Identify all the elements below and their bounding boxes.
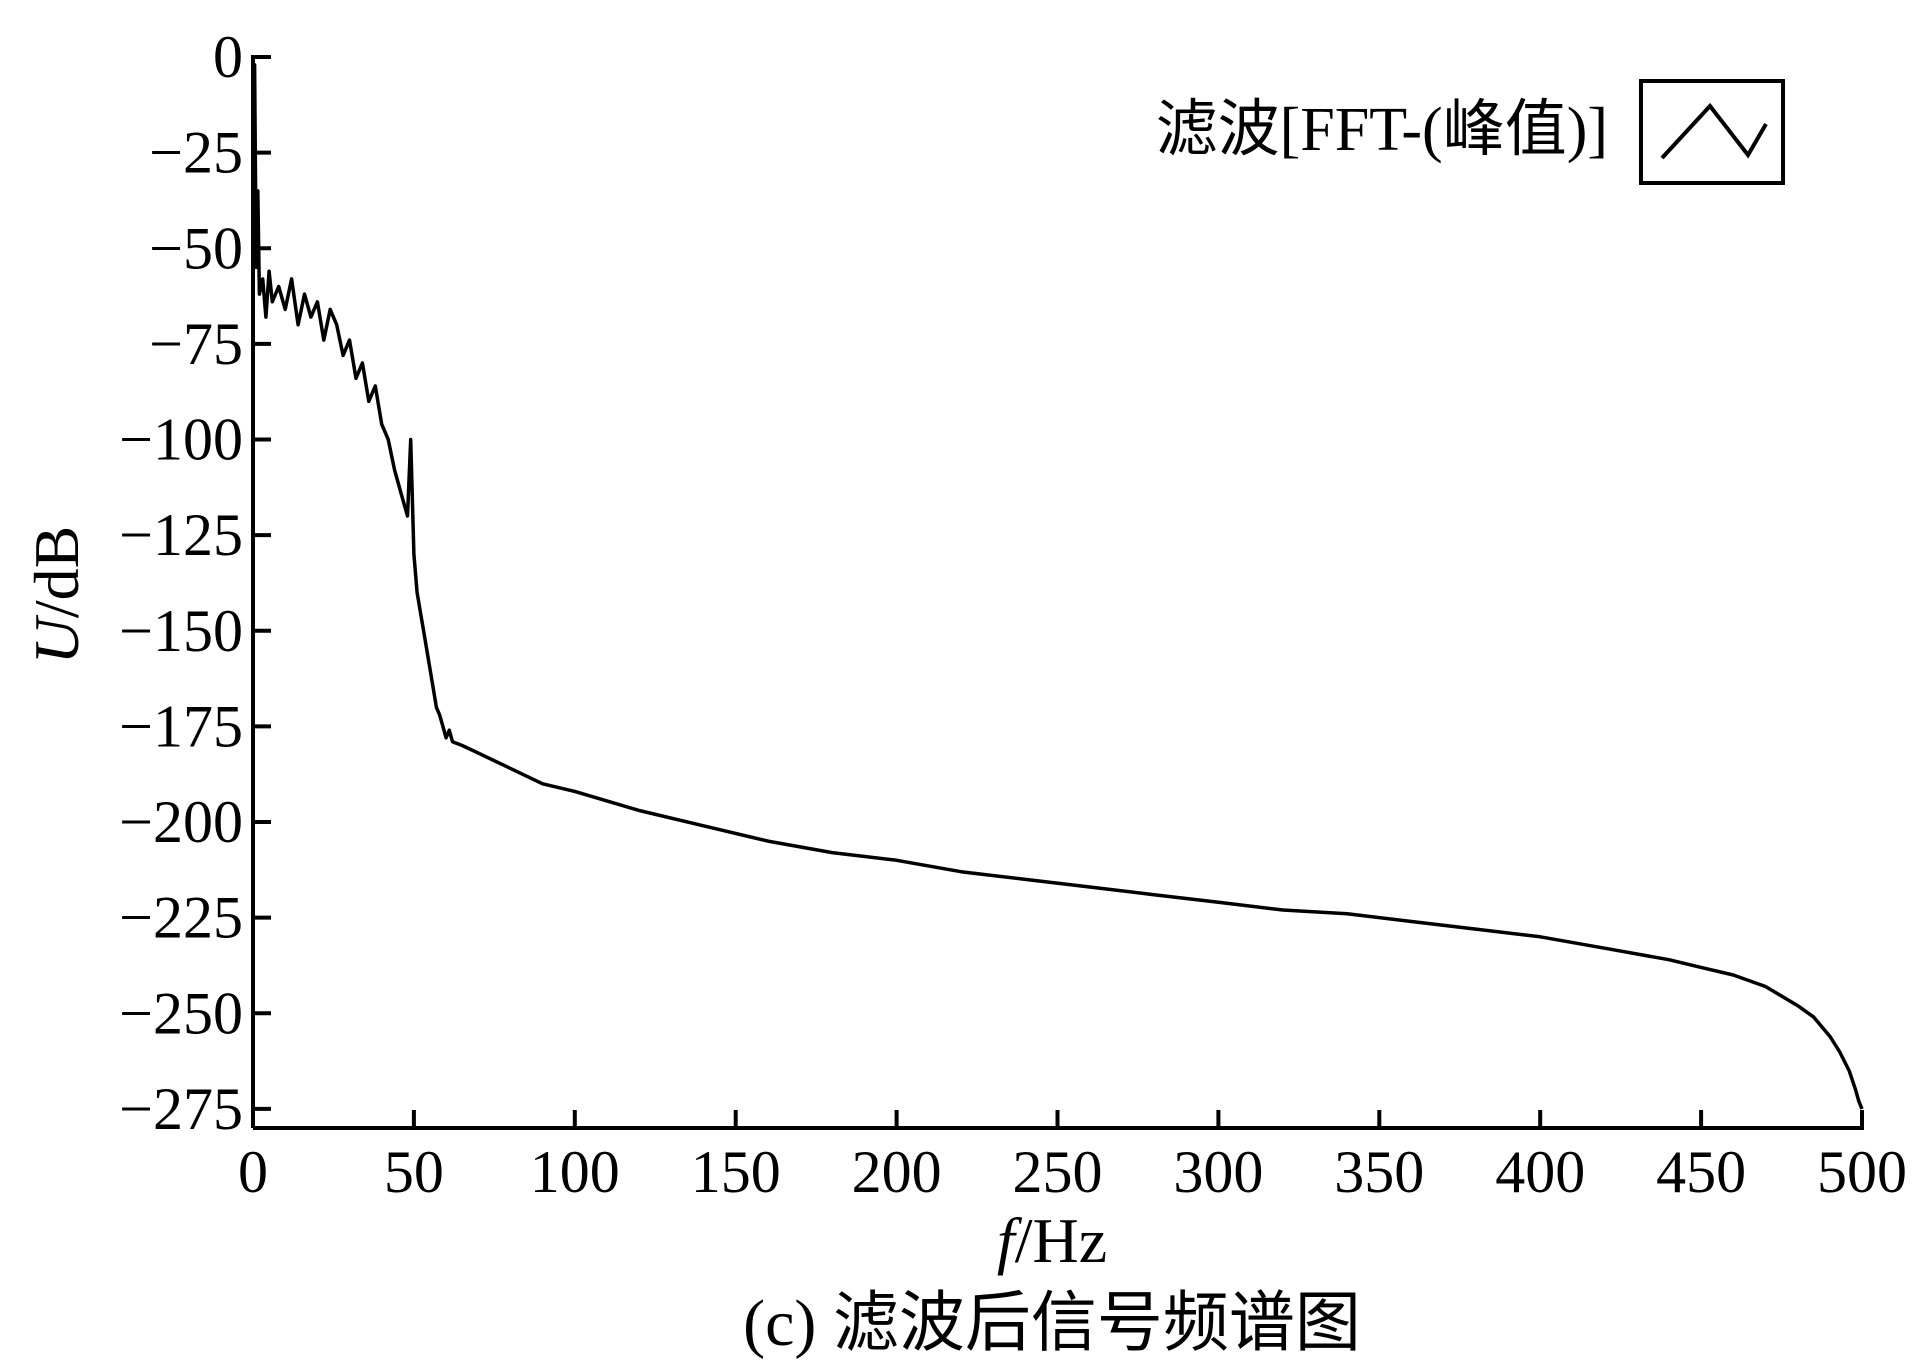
x-tick-label: 300 xyxy=(1173,1139,1263,1205)
x-tick-label: 100 xyxy=(530,1139,620,1205)
y-tick-label: −175 xyxy=(119,693,243,759)
y-tick-label: −200 xyxy=(119,789,243,855)
x-tick-label: 400 xyxy=(1495,1139,1585,1205)
y-tick-label: −100 xyxy=(119,407,243,473)
y-axis-unit: /dB xyxy=(21,526,92,618)
legend: 滤波[FFT-(峰值)] xyxy=(1156,79,1785,185)
x-tick-label: 250 xyxy=(1013,1139,1103,1205)
y-tick-label: 0 xyxy=(213,24,243,90)
y-tick-label: −50 xyxy=(149,215,243,281)
x-tick-label: 0 xyxy=(238,1139,268,1205)
x-tick-label: 500 xyxy=(1817,1139,1907,1205)
x-tick-label: 450 xyxy=(1656,1139,1746,1205)
x-tick-label: 150 xyxy=(691,1139,781,1205)
chart-caption: (c) 滤波后信号频谱图 xyxy=(743,1287,1361,1360)
x-axis-unit: /Hz xyxy=(1015,1205,1107,1276)
y-tick-label: −275 xyxy=(119,1076,243,1142)
y-tick-label: −225 xyxy=(119,885,243,951)
y-tick-label: −150 xyxy=(119,598,243,664)
y-tick-label: −125 xyxy=(119,502,243,568)
plot-area xyxy=(251,62,1864,1110)
x-tick-label: 200 xyxy=(852,1139,942,1205)
x-tick-label: 50 xyxy=(384,1139,444,1205)
x-tick-label: 350 xyxy=(1334,1139,1424,1205)
legend-label: 滤波[FFT-(峰值)] xyxy=(1156,96,1608,164)
y-axis-variable: U xyxy=(21,614,92,664)
y-tick-label: −75 xyxy=(149,311,243,377)
legend-line-icon xyxy=(1660,102,1768,160)
y-tick-label: −25 xyxy=(149,120,243,186)
axes: 0 −25 −50 −75 −100 −125 −150 −175 −200 −225 −250 −2… xyxy=(119,24,1907,1205)
x-axis-title: f/Hz xyxy=(997,1205,1107,1276)
series-line xyxy=(251,62,1864,1110)
y-tick-label: −250 xyxy=(119,980,243,1046)
y-axis-title: U/dB xyxy=(21,526,92,665)
